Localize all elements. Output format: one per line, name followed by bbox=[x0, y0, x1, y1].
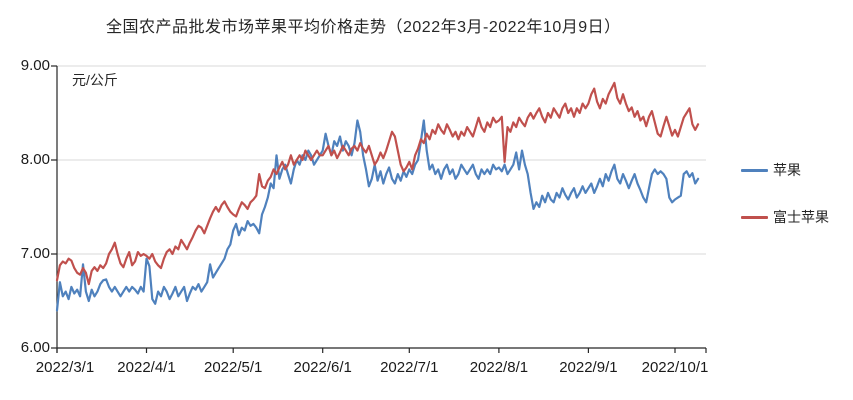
x-tick-label: 2022/10/1 bbox=[641, 359, 709, 376]
legend-item-fuji-apple: 富士苹果 bbox=[741, 207, 829, 227]
y-axis-unit-label: 元/公斤 bbox=[72, 72, 118, 88]
legend-label-fuji-apple: 富士苹果 bbox=[773, 209, 829, 225]
apple-series-swatch bbox=[741, 168, 768, 172]
x-tick-label: 2022/6/1 bbox=[293, 359, 352, 376]
y-tick-label: 7.00 bbox=[20, 245, 50, 262]
legend-label-apple: 苹果 bbox=[773, 162, 801, 178]
x-tick-label: 2022/7/1 bbox=[380, 359, 439, 376]
chart-title: 全国农产品批发市场苹果平均价格走势（2022年3月-2022年10月9日） bbox=[106, 19, 621, 36]
x-tick-label: 2022/8/1 bbox=[469, 359, 529, 376]
x-tick-label: 2022/3/1 bbox=[35, 359, 95, 376]
series-line-1 bbox=[55, 81, 700, 286]
x-tick-label: 2022/5/1 bbox=[203, 359, 263, 376]
series-line-0 bbox=[55, 119, 700, 312]
legend-item-apple: 苹果 bbox=[741, 160, 801, 180]
x-tick-label: 2022/9/1 bbox=[559, 359, 618, 376]
y-tick-label: 9.00 bbox=[20, 57, 50, 74]
x-tick-label: 2022/4/1 bbox=[117, 359, 176, 376]
y-tick-label: 6.00 bbox=[20, 339, 50, 356]
y-tick-label: 8.00 bbox=[20, 151, 50, 168]
fuji-apple-series-swatch bbox=[741, 215, 768, 219]
